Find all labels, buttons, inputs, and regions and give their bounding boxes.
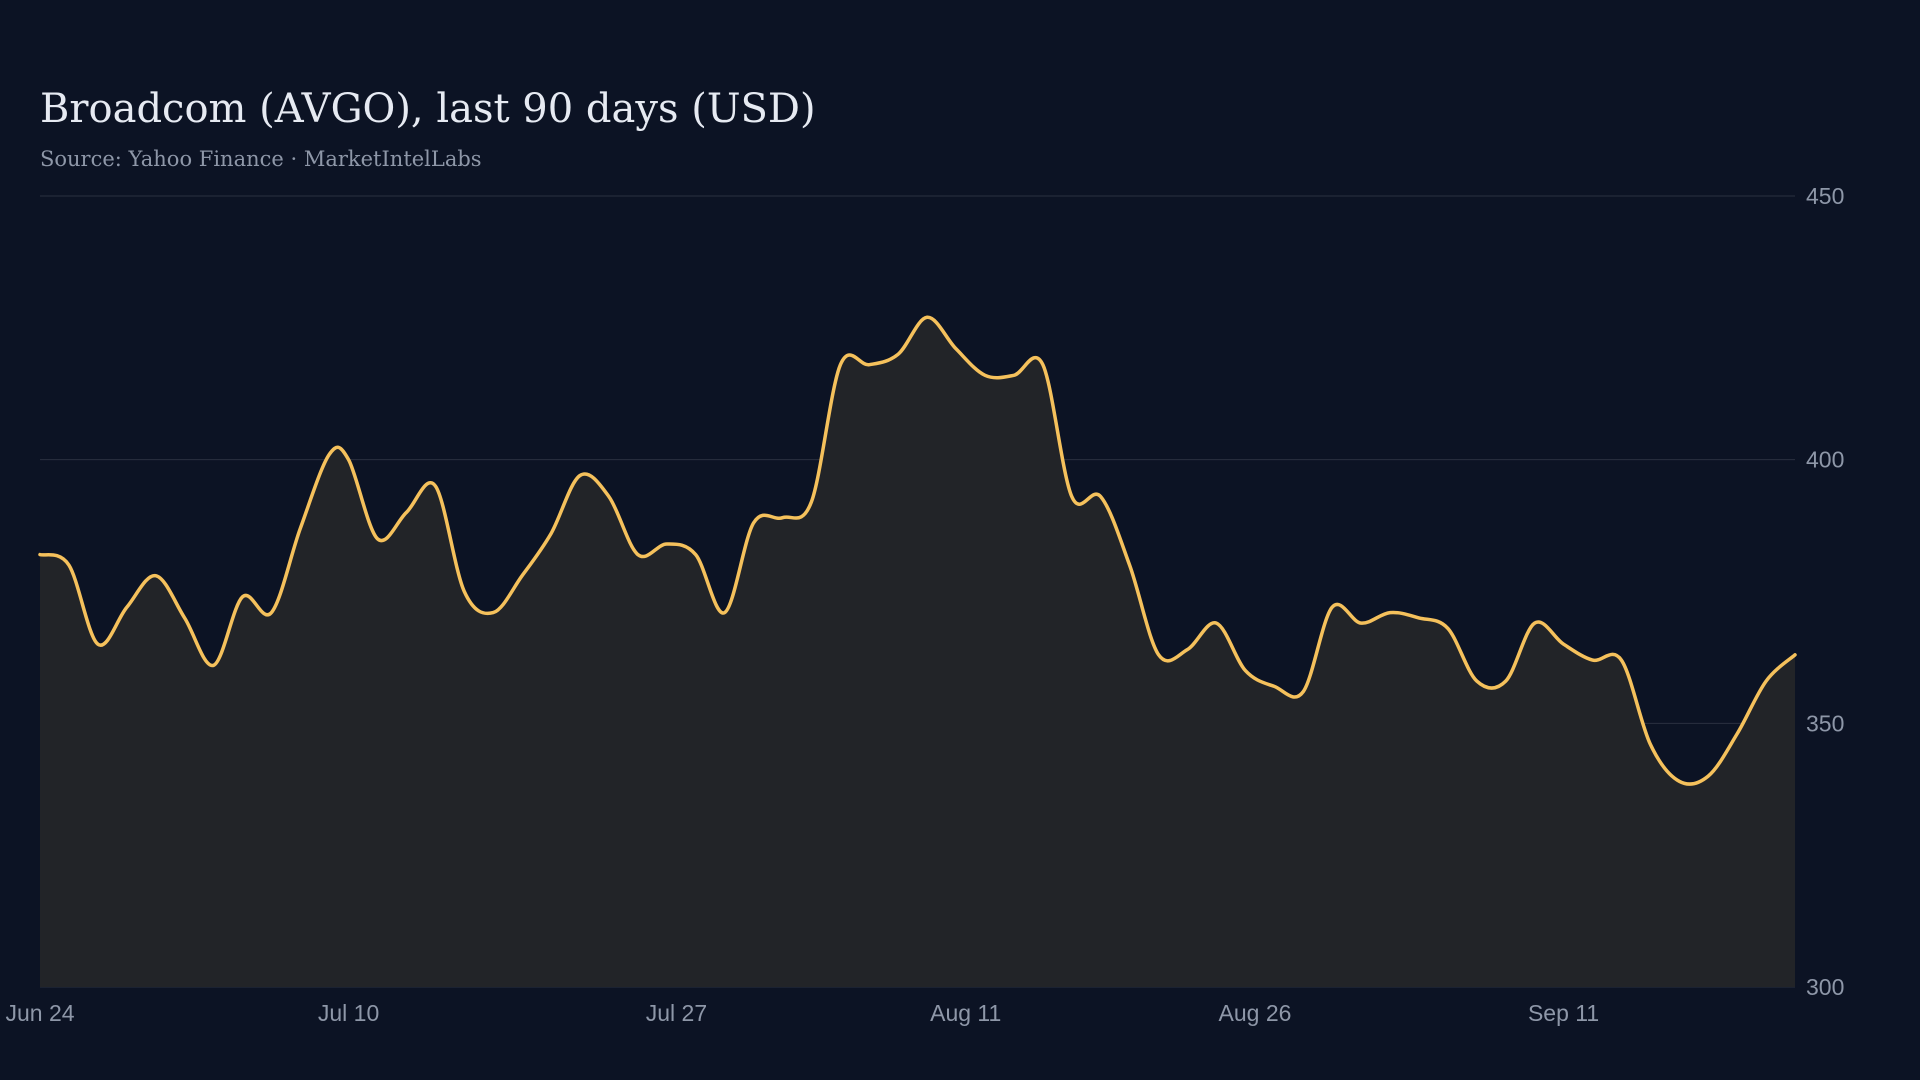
- x-tick-label: Sep 11: [1528, 1000, 1599, 1026]
- x-tick-label: Aug 11: [930, 1000, 1001, 1026]
- y-tick-label: 350: [1806, 710, 1844, 736]
- y-tick-label: 450: [1806, 183, 1844, 209]
- y-axis-ticks: 300 350 400 450: [1806, 183, 1844, 1000]
- chart-title: Broadcom (AVGO), last 90 days (USD): [40, 86, 816, 132]
- x-tick-label: Jun 24: [5, 1000, 74, 1026]
- y-tick-label: 400: [1806, 447, 1844, 473]
- price-line: [38, 315, 1797, 786]
- x-tick-label: Jul 27: [646, 1000, 707, 1026]
- x-tick-label: Aug 26: [1219, 1000, 1292, 1026]
- y-tick-label: 300: [1806, 974, 1844, 1000]
- chart-subtitle: Source: Yahoo Finance · MarketIntelLabs: [40, 147, 482, 171]
- x-axis-ticks: Jun 24 Jul 10 Jul 27 Aug 11 Aug 26 Sep 11: [5, 1000, 1599, 1026]
- price-area-fill: [40, 317, 1795, 988]
- x-tick-label: Jul 10: [318, 1000, 379, 1026]
